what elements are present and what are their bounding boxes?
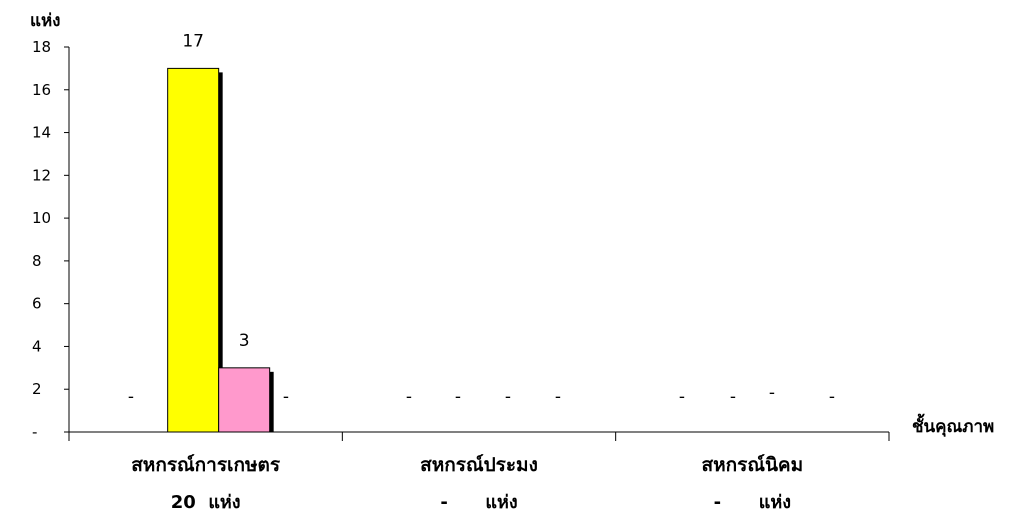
y-tick-label: 6: [32, 295, 42, 313]
bar-value-label: 3: [239, 331, 250, 351]
bar: [218, 367, 271, 433]
bar-value-label: -: [128, 387, 134, 407]
y-tick-label: 2: [32, 380, 42, 398]
bar-value-label: -: [555, 387, 561, 407]
y-tick-label: 4: [32, 337, 42, 355]
bar-value-label: -: [769, 383, 775, 403]
y-tick-label: 12: [32, 166, 51, 184]
y-tick-label: 16: [32, 81, 51, 99]
y-tick-label: -: [32, 423, 37, 441]
bar-value-label: 17: [182, 31, 204, 51]
bar: [167, 67, 220, 433]
bar-value-label: -: [505, 387, 511, 407]
y-tick-label: 14: [32, 124, 51, 142]
y-tick-label: 18: [32, 38, 51, 56]
y-tick-label: 8: [32, 252, 42, 270]
bar-value-label: -: [730, 387, 736, 407]
x-category-label: สหกรณ์การเกษตร: [131, 454, 281, 476]
x-category-label: สหกรณ์นิคม: [701, 454, 803, 476]
y-tick-label: 10: [32, 209, 51, 227]
bar-value-label: -: [679, 387, 685, 407]
bar-value-label: -: [829, 387, 835, 407]
bar-value-label: -: [406, 387, 412, 407]
bar-value-label: -: [455, 387, 461, 407]
x-category-label: สหกรณ์ประมง: [420, 454, 538, 476]
category-total-label: - แห่ง: [714, 492, 791, 513]
category-total-label: 20 แห่ง: [171, 492, 241, 513]
bar-value-label: -: [283, 387, 289, 407]
category-total-label: - แห่ง: [440, 492, 517, 513]
y-axis-title: แห่ง: [30, 11, 60, 31]
x-axis-title: ชั้นคุณภาพ: [912, 413, 994, 437]
